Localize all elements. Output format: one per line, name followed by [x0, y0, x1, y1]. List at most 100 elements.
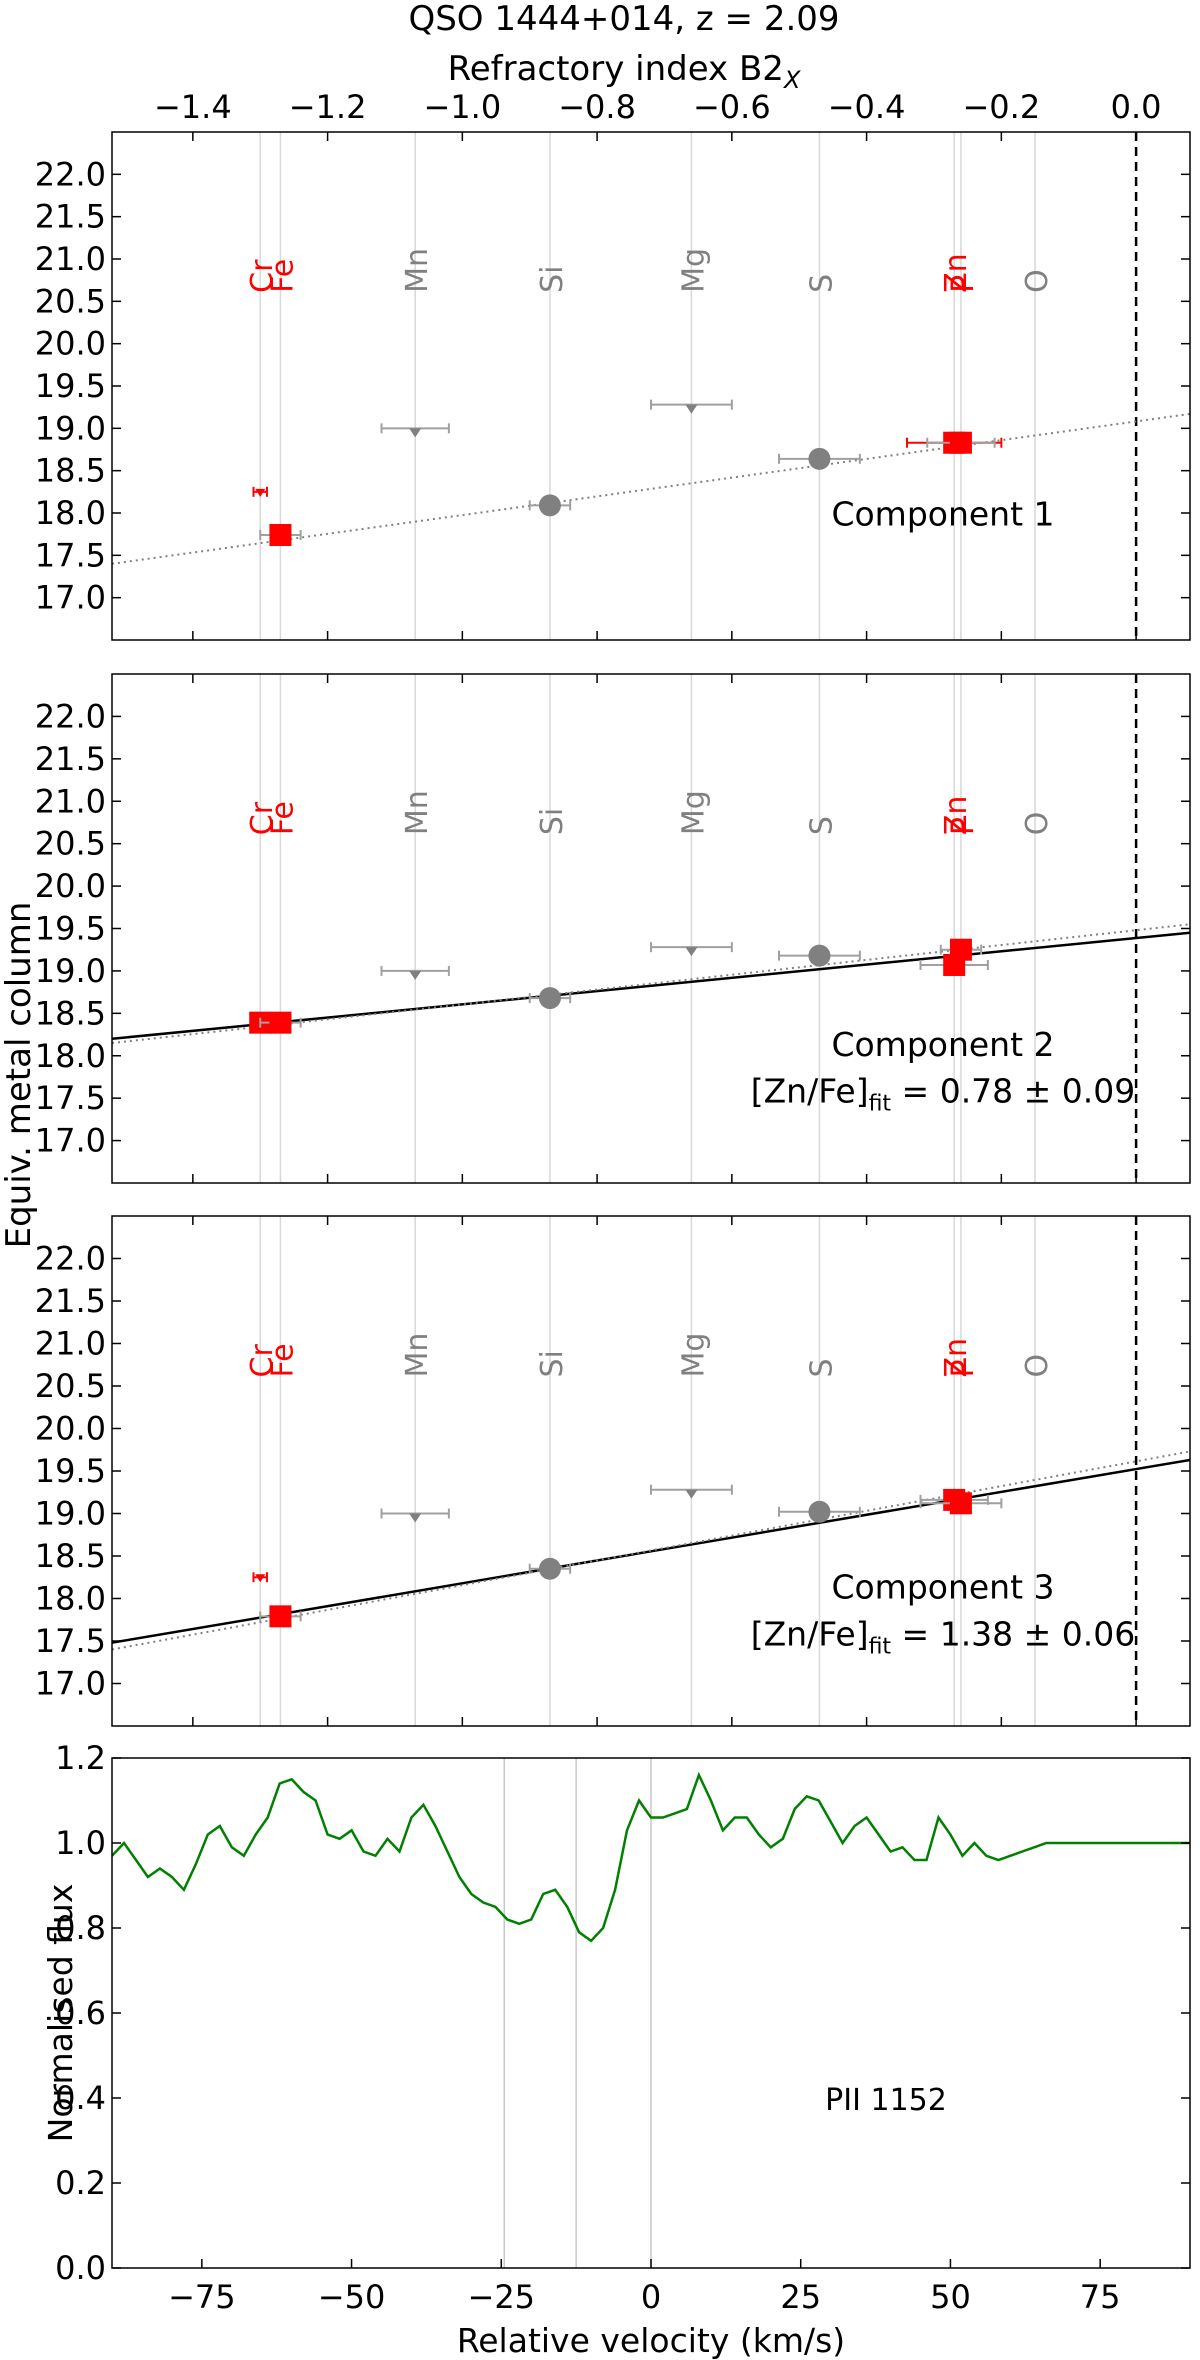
x-tick-label: −25: [468, 2278, 536, 2316]
upper-limit-marker: [409, 970, 422, 980]
panel-frame: [111, 1215, 1191, 1727]
fit-dotted-line: [112, 412, 1190, 565]
element-label-p: P: [946, 275, 981, 293]
top-axis-label: Refractory index B2X: [448, 49, 801, 94]
y-tick-label: 20.5: [35, 825, 106, 863]
flux-series-line: [111, 1771, 1190, 1943]
x-tick-label: 25: [780, 2278, 821, 2316]
y-tick-label: 18.5: [35, 1537, 106, 1575]
y-tick-label: 22.0: [35, 1240, 106, 1278]
element-label-fe: Fe: [265, 801, 300, 835]
y-tick-label: 20.5: [35, 282, 106, 320]
fit-result-label: [Zn/Fe]fit = 0.78 ± 0.09: [751, 1071, 1136, 1116]
fit-dotted-line: [112, 1450, 1190, 1651]
element-label-o: O: [1020, 269, 1055, 293]
upper-limit-marker: [685, 1489, 698, 1499]
data-point-s: [778, 447, 861, 470]
circle-marker: [538, 1557, 561, 1580]
y-tick-label: 17.0: [35, 1122, 106, 1160]
data-point-mg: [650, 1484, 733, 1499]
y-tick-label: 19.0: [35, 1495, 106, 1533]
data-point-si: [528, 1557, 572, 1580]
data-point-si: [528, 494, 572, 517]
y-tick-label: 21.0: [35, 782, 106, 820]
element-label-o: O: [1020, 812, 1055, 836]
component-label: Component 2: [831, 1025, 1054, 1064]
y-tick-label: 19.5: [35, 1452, 106, 1490]
y-tick-label: 0.6: [55, 1994, 106, 2032]
y-tick-label: 20.0: [35, 867, 106, 905]
element-label-fe: Fe: [265, 259, 300, 293]
top-axis-tick-label: −0.8: [558, 88, 636, 126]
panel-frame: [111, 1757, 1191, 2269]
fit-result-prefix: [Zn/Fe]: [751, 1071, 869, 1110]
y-tick-label: 20.5: [35, 1367, 106, 1405]
component-label: Component 3: [831, 1568, 1054, 1607]
y-tick-label: 19.0: [35, 952, 106, 990]
y-tick-label: 0.8: [55, 1909, 106, 1947]
element-label-cr: Cr: [245, 259, 280, 293]
y-tick-label: 0.0: [55, 2249, 106, 2287]
flux-y-axis-label: Normalised flux: [41, 1884, 80, 2143]
upper-limit-marker: [685, 947, 698, 957]
fit-result-label: [Zn/Fe]fit = 1.38 ± 0.06: [751, 1614, 1136, 1659]
element-label-mg: Mg: [676, 790, 711, 835]
square-marker: [949, 1492, 972, 1515]
square-marker: [269, 524, 292, 547]
component-label: Component 1: [831, 495, 1054, 534]
fit-result-value: = 0.78 ± 0.09: [891, 1071, 1135, 1110]
top-axis-tick-label: −1.2: [289, 88, 367, 126]
y-tick-label: 22.0: [35, 697, 106, 735]
square-marker: [949, 431, 972, 454]
element-label-mn: Mn: [400, 1333, 435, 1378]
upper-limit-marker: [685, 404, 698, 414]
fit-result-subscript: fit: [869, 1091, 892, 1116]
upper-limit-marker: [409, 428, 422, 438]
square-marker: [269, 1011, 292, 1034]
element-label-mg: Mg: [676, 1333, 711, 1378]
top-axis-tick-label: −1.4: [154, 88, 232, 126]
data-point-mg: [650, 942, 733, 957]
circle-marker: [538, 494, 561, 517]
top-axis-tick-label: −0.2: [962, 88, 1040, 126]
element-label-cr: Cr: [245, 1344, 280, 1378]
top-axis-tick-label: −0.6: [693, 88, 771, 126]
y-tick-label: 17.0: [35, 1665, 106, 1703]
data-point-mg: [650, 399, 733, 414]
y-tick-label: 21.5: [35, 198, 106, 236]
y-tick-label: 22.0: [35, 155, 106, 193]
y-tick-label: 17.5: [35, 1622, 106, 1660]
circle-marker: [538, 987, 561, 1010]
element-label-cr: Cr: [245, 801, 280, 835]
y-tick-label: 18.0: [35, 494, 106, 532]
y-tick-label: 20.0: [35, 1410, 106, 1448]
top-axis-label-subscript: X: [782, 66, 801, 94]
x-tick-label: 75: [1080, 2278, 1121, 2316]
data-point-mn: [380, 1508, 450, 1523]
element-label-mn: Mn: [400, 790, 435, 835]
element-label-s: S: [804, 274, 839, 293]
y-tick-label: 19.5: [35, 367, 106, 405]
y-tick-label: 18.0: [35, 1580, 106, 1618]
y-tick-label: 17.5: [35, 536, 106, 574]
y-tick-label: 21.0: [35, 240, 106, 278]
flux-panel: PII 1152 1.2 1.0 0.8 0.6 0.4 0.2 0.0 −75 −50 −25 0 2…: [41, 1739, 1191, 2360]
y-tick-label: 0.2: [55, 2164, 106, 2202]
y-tick-label: 1.2: [55, 1739, 106, 1777]
data-point-cr: [252, 1572, 268, 1583]
element-label-si: Si: [535, 265, 570, 292]
element-label-zn: Zn: [939, 253, 974, 293]
data-point-p: [939, 938, 983, 961]
x-tick-label: 0: [641, 2278, 661, 2316]
x-tick-label: −75: [168, 2278, 236, 2316]
fit-lines: [112, 412, 1190, 565]
data-point-s: [778, 944, 861, 967]
y-tick-label: 18.0: [35, 1037, 106, 1075]
y-tick-label: 17.5: [35, 1079, 106, 1117]
element-label-zn: Zn: [939, 796, 974, 836]
x-tick-label: −50: [318, 2278, 386, 2316]
